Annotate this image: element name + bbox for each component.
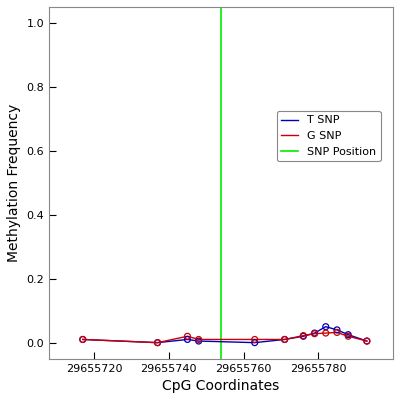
Point bbox=[300, 333, 306, 340]
Point bbox=[345, 332, 351, 338]
Point bbox=[154, 340, 161, 346]
Point bbox=[364, 338, 370, 344]
Point bbox=[322, 330, 329, 336]
Y-axis label: Methylation Frequency: Methylation Frequency bbox=[7, 104, 21, 262]
Point bbox=[282, 336, 288, 343]
Point bbox=[252, 340, 258, 346]
Point bbox=[345, 333, 351, 340]
Point bbox=[311, 330, 318, 336]
Point bbox=[196, 338, 202, 344]
Point bbox=[364, 338, 370, 344]
Point bbox=[252, 336, 258, 343]
X-axis label: CpG Coordinates: CpG Coordinates bbox=[162, 379, 280, 393]
Point bbox=[154, 340, 161, 346]
Point bbox=[282, 336, 288, 343]
Legend: T SNP, G SNP, SNP Position: T SNP, G SNP, SNP Position bbox=[277, 111, 381, 161]
Point bbox=[300, 332, 306, 339]
Point bbox=[80, 336, 86, 343]
Point bbox=[184, 336, 191, 343]
Point bbox=[80, 336, 86, 343]
Point bbox=[322, 324, 329, 330]
Point bbox=[311, 330, 318, 337]
Point bbox=[334, 327, 340, 333]
Point bbox=[196, 336, 202, 343]
Point bbox=[184, 333, 191, 340]
Point bbox=[334, 329, 340, 336]
